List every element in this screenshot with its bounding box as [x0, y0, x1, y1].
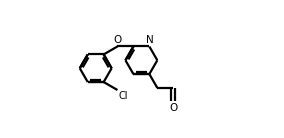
Text: Cl: Cl	[118, 91, 128, 101]
Text: O: O	[169, 103, 178, 113]
Text: O: O	[113, 35, 122, 45]
Text: N: N	[146, 35, 154, 45]
